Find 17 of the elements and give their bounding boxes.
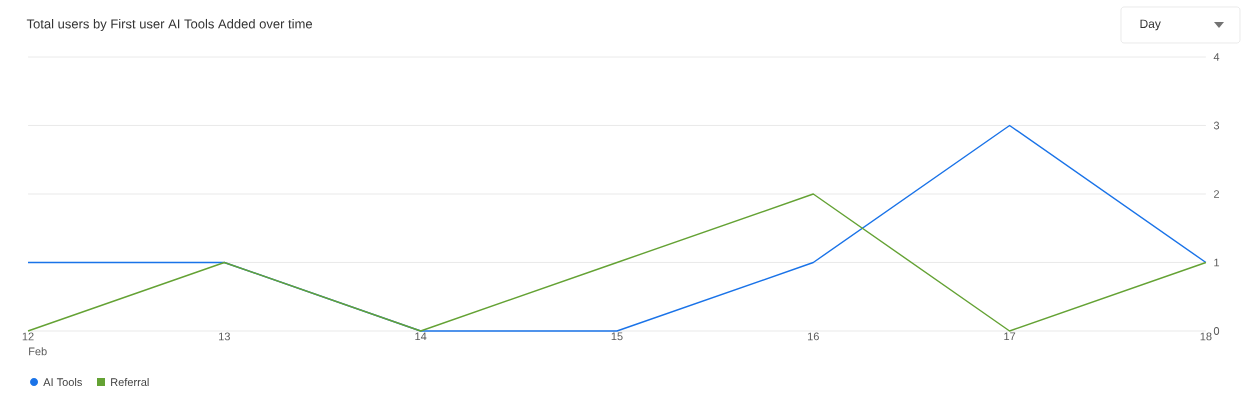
text: Day [1140, 19, 1161, 31]
x-tick-label: 14 [415, 332, 427, 341]
chart-title: Total users by First user AI Tools Added over time [26, 18, 313, 32]
x-tick-label: 18 [1200, 332, 1212, 341]
y-tick-label: 1 [1214, 258, 1220, 267]
legend-label: AI Tools [43, 377, 82, 387]
text: Feb [29, 347, 47, 356]
y-tick-label: 3 [1213, 121, 1220, 130]
x-tick-label: 13 [219, 332, 230, 341]
x-tick-label: 12 [22, 332, 34, 341]
x-tick-label: 17 [1004, 332, 1016, 341]
x-tick-label: 16 [807, 332, 819, 341]
legend-label: Referral [111, 377, 149, 387]
y-tick-label: 4 [1213, 53, 1220, 61]
x-tick-label: 15 [611, 332, 623, 341]
y-tick-label: 2 [1213, 190, 1220, 198]
y-tick-label: 0 [1213, 327, 1220, 335]
